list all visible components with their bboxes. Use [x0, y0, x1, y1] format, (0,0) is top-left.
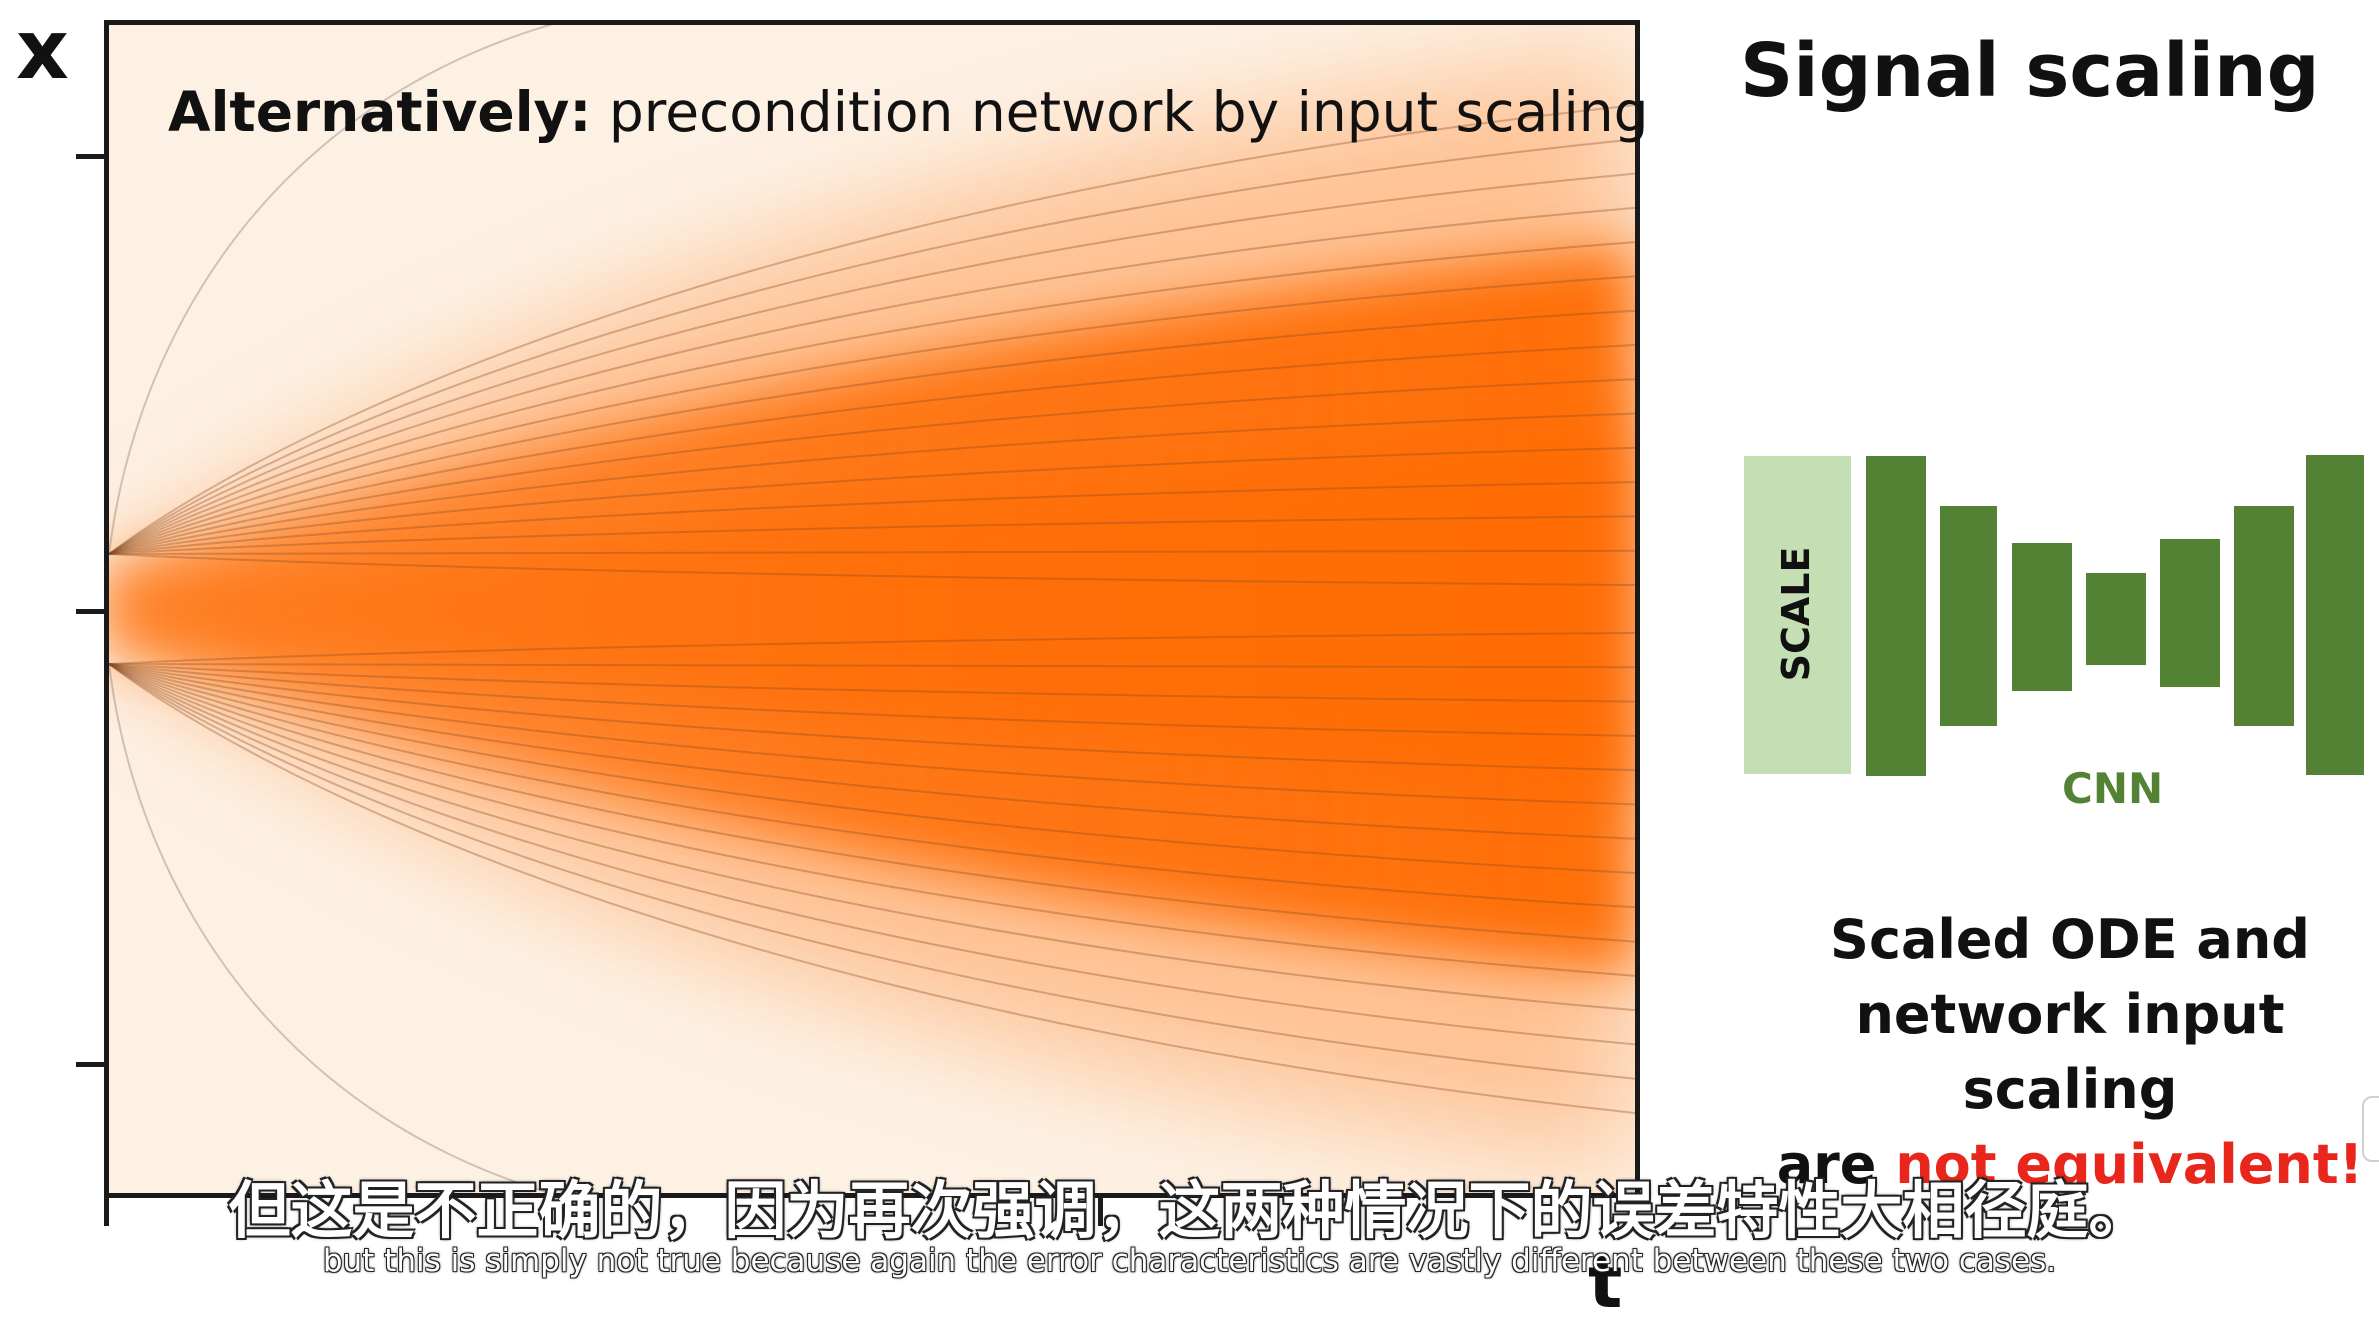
- trajectory-lines: [109, 25, 1635, 1193]
- cnn-layer: [1940, 506, 1997, 726]
- subtitle-chinese: 但这是不正确的，因为再次强调，这两种情况下的误差特性大相径庭。: [228, 1174, 2151, 1247]
- trajectory-plot: [104, 20, 1640, 1198]
- conclusion-text: Scaled ODE and network input scaling are…: [1740, 902, 2379, 1202]
- cnn-label: CNN: [2062, 764, 2164, 813]
- trajectory-outer-line: [109, 663, 555, 1193]
- trajectory-line: [109, 663, 1635, 909]
- trajectory-line: [109, 663, 1635, 1012]
- trajectory-outer-line: [109, 25, 555, 555]
- conclusion-prefix: are: [1776, 1133, 1896, 1196]
- trajectory-line: [109, 309, 1635, 555]
- conclusion-line-2: network input scaling: [1855, 983, 2285, 1121]
- y-axis-label: x: [16, 3, 69, 98]
- plot-caption-text: precondition network by input scaling: [591, 80, 1649, 144]
- cnn-layer: [2086, 573, 2146, 665]
- trajectory-line: [109, 663, 1635, 943]
- trajectory-line: [109, 663, 1635, 806]
- trajectory-line: [109, 663, 1635, 737]
- plot-caption-bold: Alternatively:: [168, 80, 592, 144]
- cnn-layer: [2012, 543, 2072, 691]
- scale-label: SCALE: [1774, 546, 1818, 682]
- y-tick: [76, 609, 106, 614]
- density-peak: [109, 425, 1635, 793]
- trajectory-line: [109, 206, 1635, 555]
- section-title: Signal scaling: [1740, 28, 2320, 114]
- trajectory-line: [109, 138, 1635, 555]
- trajectory-line: [109, 663, 1635, 977]
- trajectory-line: [109, 663, 1635, 772]
- density-field: [109, 55, 1635, 1163]
- trajectory-line: [109, 172, 1635, 555]
- trajectory-line: [109, 549, 1635, 555]
- trajectory-line: [109, 663, 1635, 874]
- trajectory-line: [109, 412, 1635, 555]
- trajectory-line: [109, 515, 1635, 555]
- trajectory-line: [109, 663, 1635, 669]
- x-tick: [104, 1196, 109, 1226]
- cnn-layer: [2306, 455, 2364, 775]
- trajectory-line: [109, 632, 1635, 665]
- scale-block: [1744, 456, 1851, 774]
- trajectory-line: [109, 481, 1635, 555]
- y-tick: [76, 154, 106, 159]
- trajectory-line: [109, 241, 1635, 555]
- side-panel-tab[interactable]: [2362, 1096, 2379, 1162]
- trajectory-line: [109, 275, 1635, 555]
- x-axis-label: t: [1588, 1240, 1623, 1324]
- conclusion-line-1: Scaled ODE and: [1830, 908, 2310, 971]
- y-tick: [76, 1062, 106, 1067]
- plot-caption: Alternatively: precondition network by i…: [168, 80, 1649, 144]
- cnn-layer: [1866, 456, 1926, 776]
- conclusion-highlight: not equivalent!: [1895, 1133, 2364, 1196]
- trajectory-line: [109, 378, 1635, 555]
- trajectory-line: [109, 663, 1635, 1080]
- cnn-layer: [2160, 539, 2220, 687]
- trajectory-line: [109, 663, 1635, 840]
- conclusion-line-3: are not equivalent!: [1740, 1127, 2379, 1202]
- cnn-layer: [2234, 506, 2294, 726]
- cnn-diagram: SCALE CNN: [1744, 452, 2364, 813]
- subtitle-english: but this is simply not true because agai…: [322, 1243, 2057, 1279]
- trajectory-line: [109, 344, 1635, 555]
- trajectory-line: [109, 553, 1635, 586]
- trajectory-line: [109, 104, 1635, 555]
- x-tick: [1098, 1196, 1103, 1226]
- trajectory-line: [109, 663, 1635, 703]
- density-flow-svg: [109, 25, 1635, 1193]
- trajectory-line: [109, 663, 1635, 1114]
- trajectory-line: [109, 446, 1635, 555]
- trajectory-line: [109, 663, 1635, 1046]
